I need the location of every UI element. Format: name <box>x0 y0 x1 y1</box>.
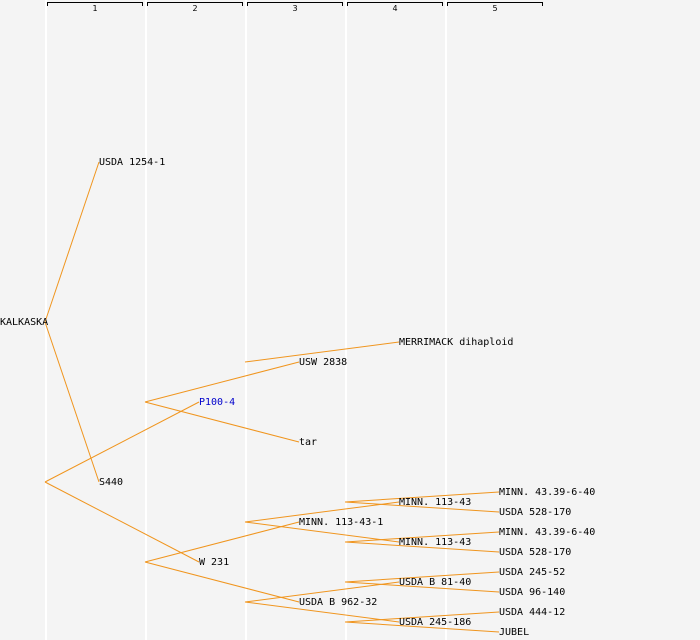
node-tar: tar <box>299 437 318 448</box>
node-usda-96-140: USDA 96-140 <box>499 587 566 598</box>
edge-usda_245_186-jubel <box>344 621 500 633</box>
edge-p100_4-tar <box>144 401 300 443</box>
edge-usda_b_962_32-usda_245_186 <box>244 601 400 623</box>
generation-number: 1 <box>92 4 98 13</box>
column-guide <box>145 0 147 640</box>
edge-p100_4-usw_2838 <box>144 361 300 403</box>
node-usda-444-12: USDA 444-12 <box>499 607 566 618</box>
edge-usda_b_962_32-usda_b_81_40 <box>244 581 400 603</box>
edge-minn_113_43_b-minn_43_39_b <box>344 531 500 543</box>
generation-number: 4 <box>392 4 398 13</box>
node-kalkaska: KALKASKA <box>0 317 49 328</box>
node-minn-113-43-1: MINN. 113-43-1 <box>299 517 384 528</box>
generation-header-3: 3 <box>247 2 343 13</box>
generation-header-2: 2 <box>147 2 243 13</box>
node-usda-245-52: USDA 245-52 <box>499 567 566 578</box>
edge-w231-minn_113_43_1 <box>144 521 300 563</box>
edge-usda_245_186-usda_444_12 <box>344 611 500 623</box>
node-merrimack-dihaploid: MERRIMACK dihaploid <box>399 337 514 348</box>
edge-w231-usda_b_962_32 <box>144 561 300 603</box>
node-minn-113-43: MINN. 113-43 <box>399 537 472 548</box>
edge-minn_113_43_1-minn_113_43_a <box>244 501 400 523</box>
node-usda-b-962-32: USDA B 962-32 <box>299 597 378 608</box>
node-usda-528-170: USDA 528-170 <box>499 507 572 518</box>
node-minn-43-39-6-40: MINN. 43.39-6-40 <box>499 487 596 498</box>
edge-minn_113_43_1-minn_113_43_b <box>244 521 400 543</box>
edge-kalkaska-usda_1254_1 <box>44 161 100 323</box>
edge-minn_113_43_b-usda_528_170_b <box>344 541 500 553</box>
node-minn-43-39-6-40: MINN. 43.39-6-40 <box>499 527 596 538</box>
column-guide <box>345 0 347 640</box>
generation-header-4: 4 <box>347 2 443 13</box>
column-guide <box>245 0 247 640</box>
node-usda-b-81-40: USDA B 81-40 <box>399 577 472 588</box>
generation-number: 2 <box>192 4 198 13</box>
edge-s440-p100_4 <box>44 401 200 483</box>
edge-minn_113_43_a-usda_528_170_a <box>344 501 500 513</box>
node-usda-528-170: USDA 528-170 <box>499 547 572 558</box>
node-usda-245-186: USDA 245-186 <box>399 617 472 628</box>
generation-number: 5 <box>492 4 498 13</box>
node-s440: S440 <box>99 477 124 488</box>
edge-usda_b_81_40-usda_96_140 <box>344 581 500 593</box>
edge-kalkaska-s440 <box>44 321 100 483</box>
node-w-231: W 231 <box>199 557 230 568</box>
edge-minn_113_43_a-minn_43_39_a <box>344 491 500 503</box>
node-minn-113-43: MINN. 113-43 <box>399 497 472 508</box>
column-guide <box>445 0 447 640</box>
node-p100-4-link[interactable]: P100-4 <box>199 397 236 408</box>
edge-s440-w231 <box>44 481 200 563</box>
generation-number: 3 <box>292 4 298 13</box>
generation-header-5: 5 <box>447 2 543 13</box>
generation-header-1: 1 <box>47 2 143 13</box>
edge-usda_b_81_40-usda_245_52 <box>344 571 500 583</box>
node-usw-2838: USW 2838 <box>299 357 348 368</box>
node-usda-1254-1: USDA 1254-1 <box>99 157 166 168</box>
edge-usw_2838-merrimack <box>244 341 400 363</box>
node-jubel: JUBEL <box>499 627 530 638</box>
